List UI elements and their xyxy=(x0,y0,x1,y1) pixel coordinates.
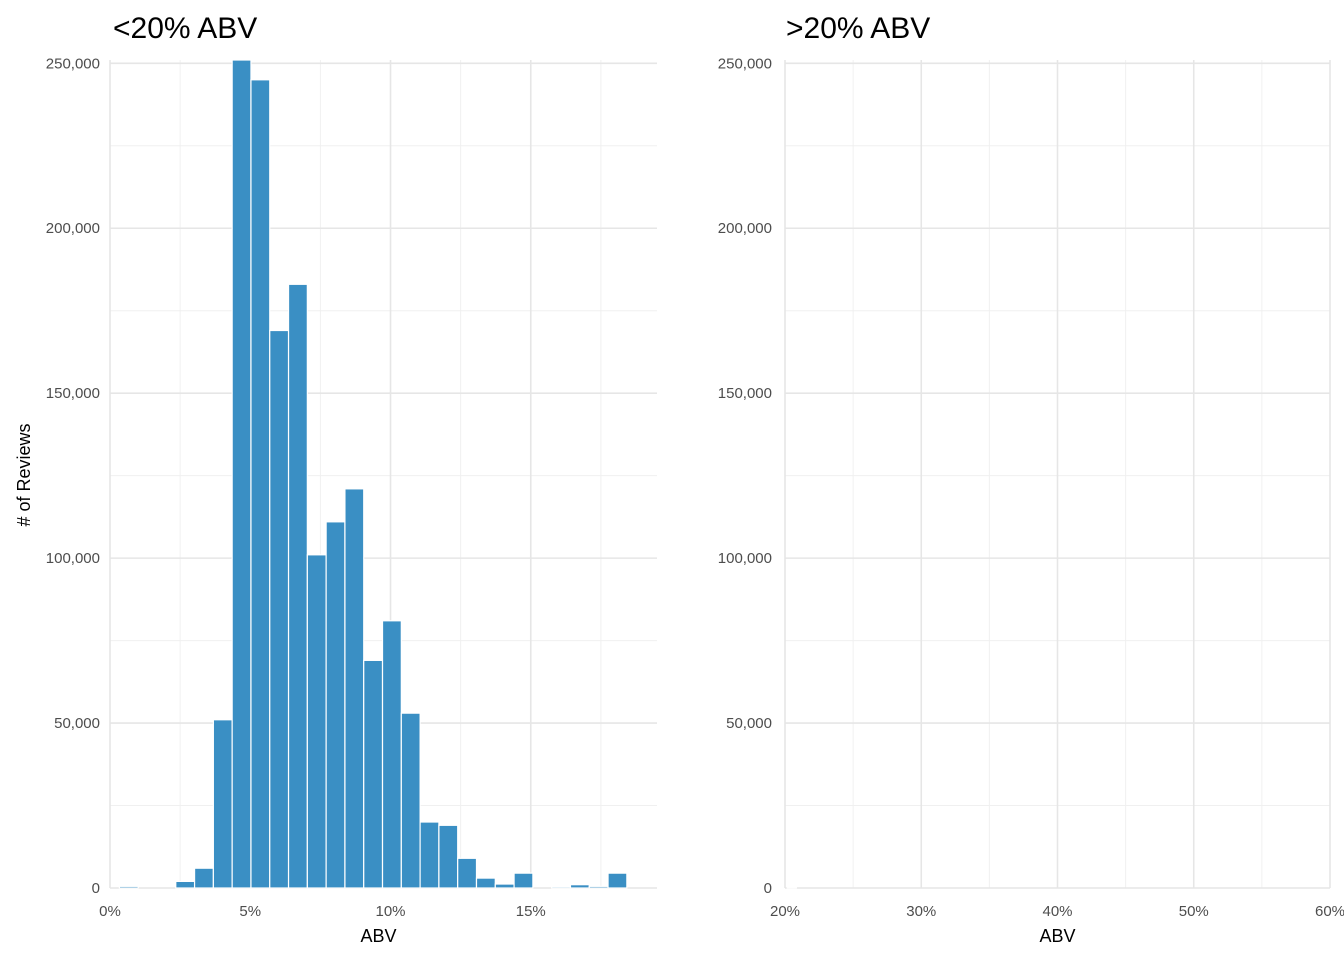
x-tick-label: 10% xyxy=(375,903,405,920)
histogram-bar xyxy=(457,857,478,889)
histogram-bar xyxy=(494,883,515,889)
x-tick-label: 20% xyxy=(770,903,800,920)
histogram-bar xyxy=(344,488,365,889)
histogram-bar xyxy=(475,877,496,889)
histogram-bar xyxy=(419,821,440,889)
y-tick-label: 100,000 xyxy=(718,550,772,567)
histogram-bar xyxy=(175,880,196,889)
y-axis-label: # of Reviews xyxy=(14,423,34,526)
y-tick-label: 200,000 xyxy=(46,220,100,237)
panel-title: <20% ABV xyxy=(113,12,257,45)
y-tick-label: 150,000 xyxy=(46,385,100,402)
y-tick-label: 50,000 xyxy=(54,715,100,732)
histogram-bar xyxy=(569,884,590,889)
y-tick-label: 250,000 xyxy=(46,55,100,72)
histogram-bar xyxy=(513,872,534,889)
x-tick-label: 40% xyxy=(1042,903,1072,920)
x-axis-label: ABV xyxy=(360,926,396,946)
x-tick-label: 15% xyxy=(516,903,546,920)
histogram-bar xyxy=(325,521,346,889)
x-tick-label: 60% xyxy=(1315,903,1344,920)
y-tick-label: 150,000 xyxy=(718,385,772,402)
histogram-bar xyxy=(438,824,459,889)
panel-under-20-abv: 0 50,000 100,000 150,000 200,000 250,000 0% 5% 1… xyxy=(46,12,657,946)
y-tick-label: 100,000 xyxy=(46,550,100,567)
y-tick-label: 200,000 xyxy=(718,220,772,237)
histogram-bar xyxy=(231,59,252,889)
x-tick-label: 50% xyxy=(1179,903,1209,920)
histogram-bar xyxy=(363,659,384,889)
x-tick-label: 30% xyxy=(906,903,936,920)
histogram-bar xyxy=(306,554,327,889)
histogram-bar xyxy=(381,620,402,889)
y-tick-label: 0 xyxy=(92,880,100,897)
histogram-bar xyxy=(287,283,308,889)
x-axis-label: ABV xyxy=(1039,926,1075,946)
histogram-bar xyxy=(588,885,609,889)
y-tick-label: 250,000 xyxy=(718,55,772,72)
histogram-bar xyxy=(212,719,233,889)
panel-title: >20% ABV xyxy=(786,12,930,45)
x-tick-label: 0% xyxy=(99,903,121,920)
histogram-bar xyxy=(400,712,421,889)
x-tick-label: 5% xyxy=(239,903,261,920)
histogram-bar xyxy=(607,872,628,889)
panel-over-20-abv: 0 50,000 100,000 150,000 200,000 250,000 20% 30… xyxy=(718,12,1344,946)
histogram-bar xyxy=(118,885,139,889)
y-tick-label: 50,000 xyxy=(726,715,772,732)
histogram-bar xyxy=(193,867,214,889)
y-tick-label: 0 xyxy=(764,880,772,897)
histogram-bar xyxy=(250,79,271,889)
histogram-bar xyxy=(551,886,572,889)
histogram-bar xyxy=(269,329,290,889)
